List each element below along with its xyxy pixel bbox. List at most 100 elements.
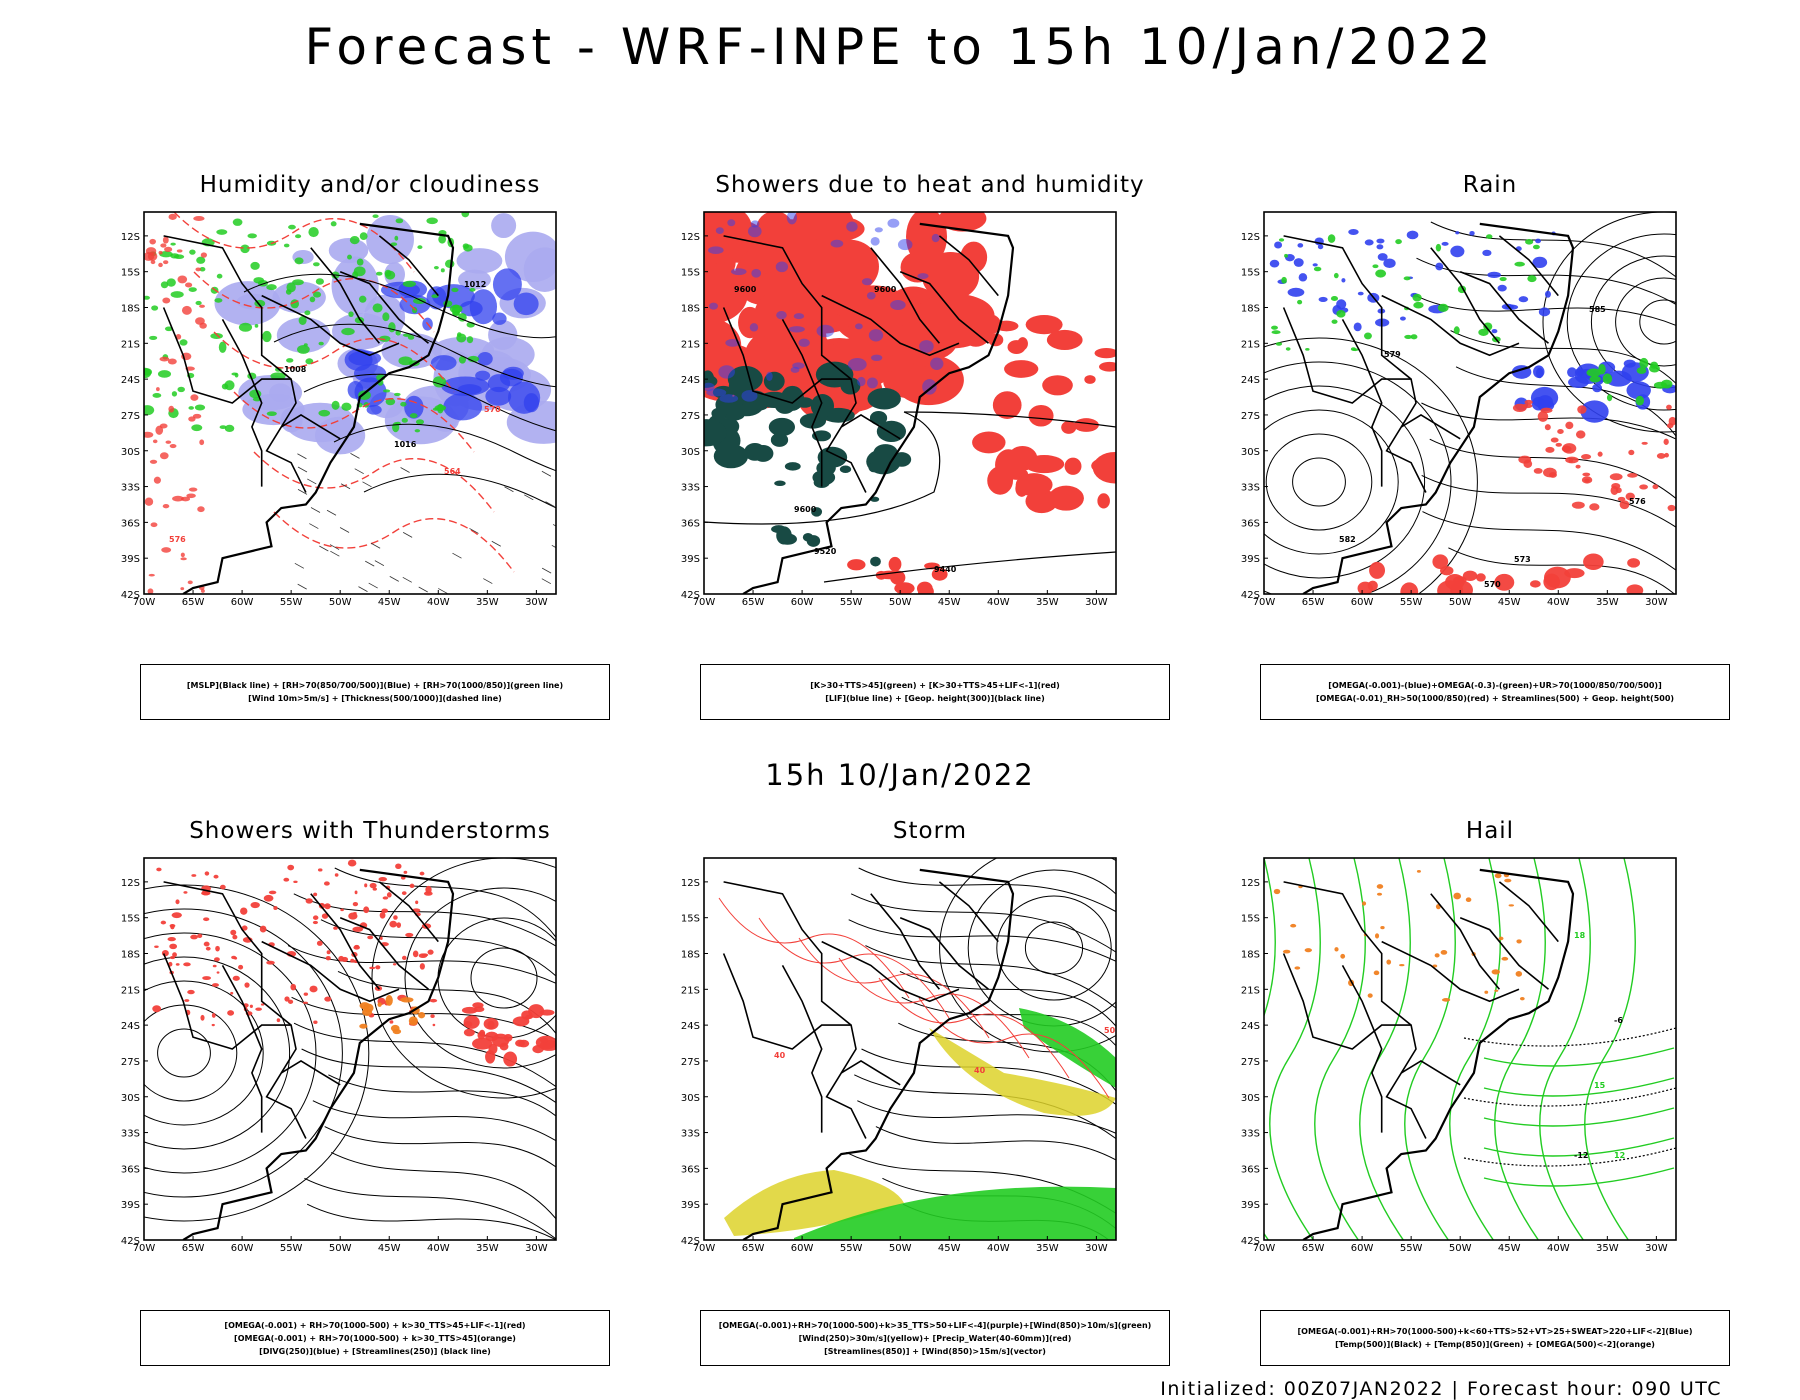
contour-label: 579 bbox=[1384, 350, 1401, 359]
thunder-area bbox=[323, 881, 330, 886]
lon-label: 40W bbox=[427, 597, 450, 608]
rh-low-line bbox=[232, 218, 243, 226]
thunder-area bbox=[532, 1045, 544, 1054]
lon-label: 60W bbox=[1351, 1243, 1374, 1254]
rh-mid-area bbox=[488, 319, 518, 350]
omega-area bbox=[1538, 307, 1551, 317]
omega500-area bbox=[1361, 901, 1367, 906]
contour-label: 40 bbox=[774, 1051, 786, 1060]
panel-title: Hail bbox=[1465, 818, 1515, 844]
thunder-area bbox=[350, 958, 355, 963]
lon-label: 45W bbox=[938, 1243, 961, 1254]
rh-area bbox=[1581, 454, 1592, 460]
omega-area bbox=[1592, 383, 1603, 393]
wind-vector bbox=[310, 507, 321, 513]
lat-label: 36S bbox=[681, 1164, 700, 1175]
border-line bbox=[339, 270, 430, 344]
wind-vector bbox=[307, 478, 317, 485]
border-line bbox=[1459, 916, 1550, 990]
rh-area bbox=[1400, 582, 1419, 594]
rh-low-line bbox=[157, 370, 172, 378]
rh-area bbox=[1369, 561, 1386, 579]
rh-low-line bbox=[309, 296, 316, 303]
lat-label: 12S bbox=[681, 878, 700, 889]
lat-label: 18S bbox=[121, 950, 140, 961]
streamline bbox=[1639, 299, 1676, 345]
rh-low-line bbox=[234, 372, 239, 378]
omega-area bbox=[1336, 299, 1347, 310]
rh-low-line bbox=[440, 268, 445, 273]
panel-rain: Rain 585 582 579 576 573 570 70W 65W 60W 55W 50W 45… bbox=[1230, 172, 1750, 752]
lon-label: 50W bbox=[889, 1243, 912, 1254]
omega500-area bbox=[1304, 948, 1312, 953]
temp850-contour bbox=[1359, 858, 1411, 1240]
border-line bbox=[722, 307, 852, 404]
rh-low-line bbox=[463, 244, 473, 252]
thickness-line bbox=[168, 405, 175, 413]
rh-area bbox=[1524, 399, 1533, 405]
streamline bbox=[144, 980, 264, 1126]
shower-area bbox=[359, 1002, 370, 1010]
legend-line: [DIVG(250)](blue) + [Streamlines(250)] (… bbox=[259, 1346, 491, 1356]
lon-label: 50W bbox=[1449, 1243, 1472, 1254]
lat-label: 27S bbox=[121, 411, 140, 422]
thunder-area bbox=[244, 982, 250, 988]
omega500-area bbox=[1508, 904, 1515, 907]
rh-low-line bbox=[438, 235, 447, 244]
border-line bbox=[261, 294, 400, 357]
wind-vector bbox=[350, 453, 360, 459]
omega500-area bbox=[1440, 950, 1448, 955]
unstable-area bbox=[1099, 361, 1116, 372]
border-line bbox=[938, 881, 999, 943]
streamline bbox=[865, 945, 1116, 1009]
rh-high-area bbox=[485, 386, 512, 406]
shower-area bbox=[400, 997, 414, 1003]
thunder-area bbox=[200, 1014, 205, 1021]
thunder-area bbox=[190, 934, 198, 940]
rh-low-line bbox=[384, 269, 392, 277]
rh-low-line bbox=[456, 333, 467, 343]
rh-area bbox=[1627, 558, 1641, 568]
omega-area bbox=[1532, 256, 1548, 269]
omega-area bbox=[1353, 322, 1362, 332]
map-frame bbox=[143, 211, 557, 595]
border-line bbox=[162, 307, 292, 404]
thickness-line bbox=[152, 439, 158, 444]
omega-strong-area bbox=[1413, 301, 1424, 309]
legend-line: [OMEGA(-0.001)-(blue)+OMEGA(-0.3)-(green… bbox=[1328, 681, 1662, 690]
omega-strong-area bbox=[1330, 296, 1339, 302]
thickness-line bbox=[177, 275, 188, 284]
stable-area bbox=[869, 410, 888, 426]
rh-low-line bbox=[467, 355, 480, 363]
lat-label: 36S bbox=[681, 518, 700, 529]
rh-area bbox=[1561, 445, 1571, 453]
rh-area bbox=[1577, 405, 1587, 414]
stable-area bbox=[752, 445, 774, 462]
rh-low-line bbox=[286, 358, 294, 363]
rh-area bbox=[1597, 451, 1603, 457]
lon-label: 70W bbox=[1253, 597, 1276, 608]
streamline bbox=[1566, 233, 1676, 411]
legend-thunderstorms: [OMEGA(-0.001) + RH>70(1000-500) + k>30_… bbox=[140, 1310, 610, 1366]
thunder-area bbox=[160, 920, 167, 925]
lat-label: 39S bbox=[1241, 1200, 1260, 1211]
lon-label: 60W bbox=[1351, 597, 1374, 608]
rh-high-area bbox=[457, 384, 482, 395]
mslp-contour bbox=[333, 423, 556, 472]
lif-line bbox=[741, 390, 758, 402]
rh-high-area bbox=[432, 284, 475, 309]
lat-label: 24S bbox=[1241, 375, 1260, 386]
lif-line bbox=[870, 354, 883, 362]
unstable-area bbox=[1048, 485, 1084, 511]
border-line bbox=[938, 235, 999, 297]
thunder-area bbox=[204, 871, 210, 876]
thickness-line bbox=[144, 497, 154, 506]
rh-area bbox=[1555, 442, 1562, 447]
map-frame bbox=[1263, 857, 1677, 1241]
thunder-area bbox=[238, 964, 244, 970]
contour-label: 9600 bbox=[734, 285, 757, 294]
thunder-area bbox=[152, 1005, 162, 1013]
thickness-line bbox=[150, 260, 156, 265]
rh-low-line bbox=[286, 282, 296, 293]
rh-mid-area bbox=[491, 213, 517, 239]
